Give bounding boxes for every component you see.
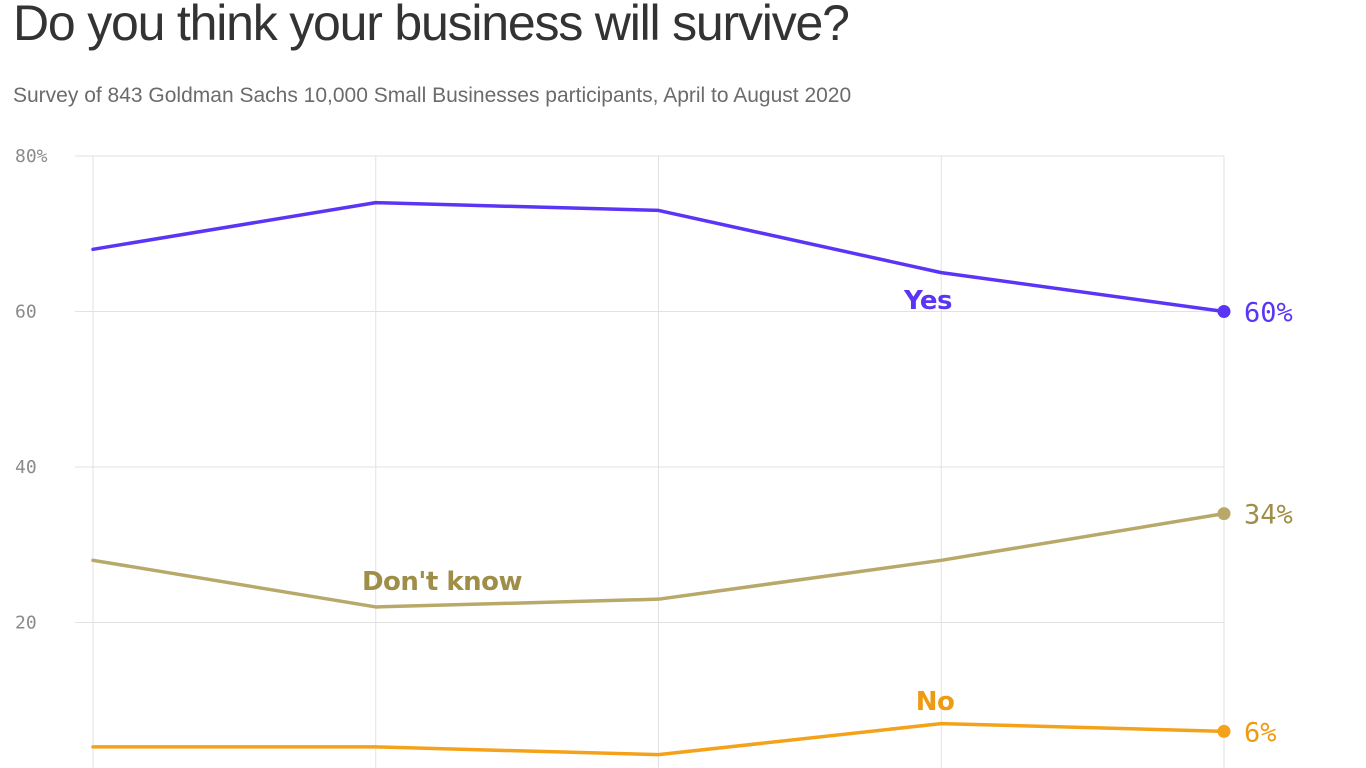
series-label: Yes	[903, 286, 952, 316]
y-tick-label: 80%	[15, 146, 48, 167]
series-label: No	[916, 687, 955, 717]
series-label: Don't know	[362, 567, 523, 597]
series-line	[91, 200, 1226, 314]
y-tick-label: 40	[15, 457, 37, 478]
chart-subtitle: Survey of 843 Goldman Sachs 10,000 Small…	[13, 84, 852, 107]
series-end-label: 60%	[1244, 298, 1293, 329]
series-line	[91, 511, 1226, 609]
series-end-point	[1217, 305, 1231, 318]
series-line	[91, 721, 1226, 757]
y-tick-label: 20	[15, 613, 37, 634]
series-end-point	[1217, 724, 1231, 738]
y-tick-label: 60	[15, 302, 37, 323]
series-end-label: 6%	[1244, 717, 1277, 748]
series-end-label: 34%	[1244, 500, 1293, 531]
series-end-point	[1217, 507, 1231, 521]
chart-title: Do you think your business will survive?	[13, 0, 850, 51]
